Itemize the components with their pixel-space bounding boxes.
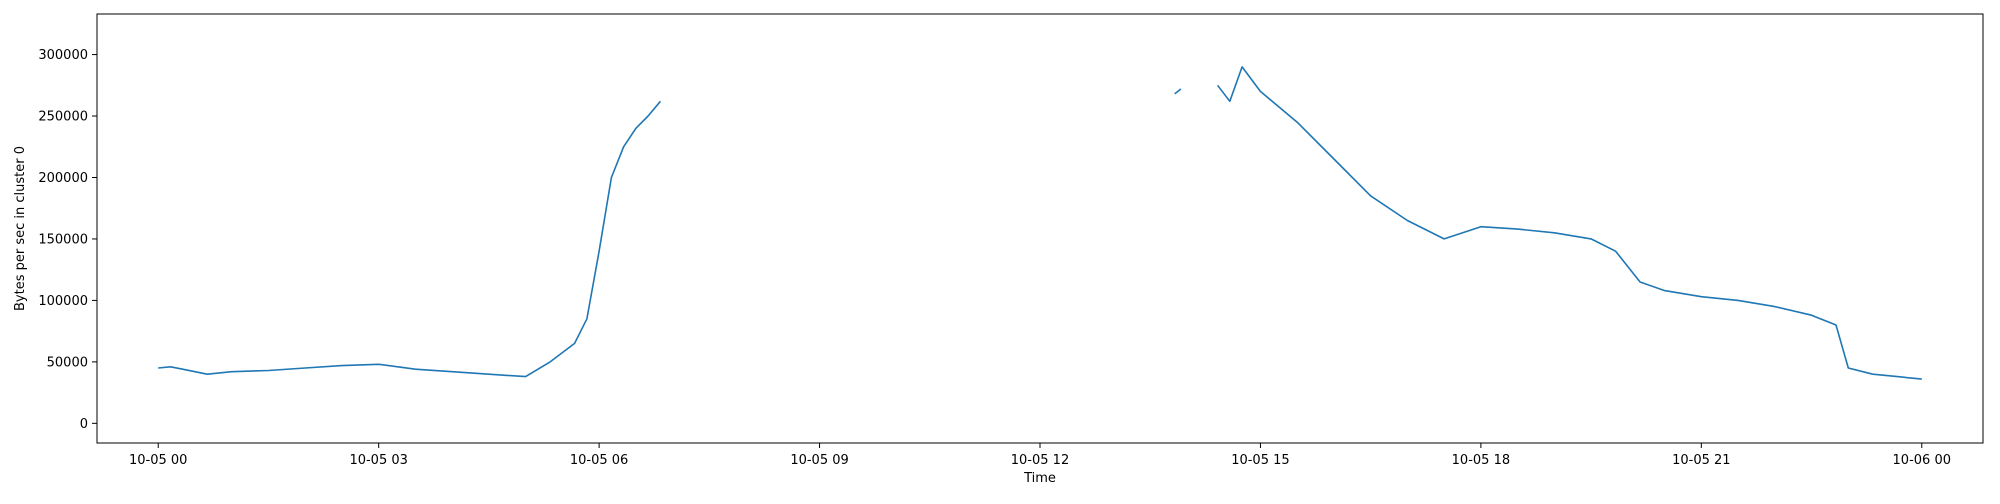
y-tick-label: 100000 (38, 294, 88, 309)
x-tick-label: 10-05 21 (1672, 453, 1730, 468)
y-tick-label: 200000 (38, 171, 88, 186)
y-tick-label: 250000 (38, 110, 88, 125)
x-tick-label: 10-05 18 (1452, 453, 1510, 468)
series-line-segment (1174, 88, 1182, 95)
x-tick-label: 10-05 15 (1231, 453, 1289, 468)
series-line-segment (158, 100, 662, 378)
y-tick-label: 50000 (47, 355, 88, 370)
y-axis: 0 50000 100000 150000 200000 250000 300000 (38, 48, 97, 432)
x-tick-label: 10-05 12 (1011, 453, 1069, 468)
x-axis-label: Time (1023, 471, 1056, 486)
y-axis-label: Bytes per sec in cluster 0 (13, 146, 28, 311)
x-tick-label: 10-05 00 (129, 453, 187, 468)
y-tick-label: 300000 (38, 48, 88, 63)
plot-frame (96, 13, 1984, 444)
plot-area (158, 66, 1922, 380)
series-line-segment (1216, 66, 1922, 380)
x-tick-label: 10-05 03 (349, 453, 407, 468)
x-tick-label: 10-05 09 (790, 453, 848, 468)
x-axis: 10-05 00 10-05 03 10-05 06 10-05 09 10-05 12… (129, 443, 1951, 468)
y-tick-label: 150000 (38, 232, 88, 247)
y-tick-label: 0 (80, 417, 88, 432)
x-tick-label: 10-05 06 (570, 453, 628, 468)
x-tick-label: 10-06 00 (1893, 453, 1951, 468)
